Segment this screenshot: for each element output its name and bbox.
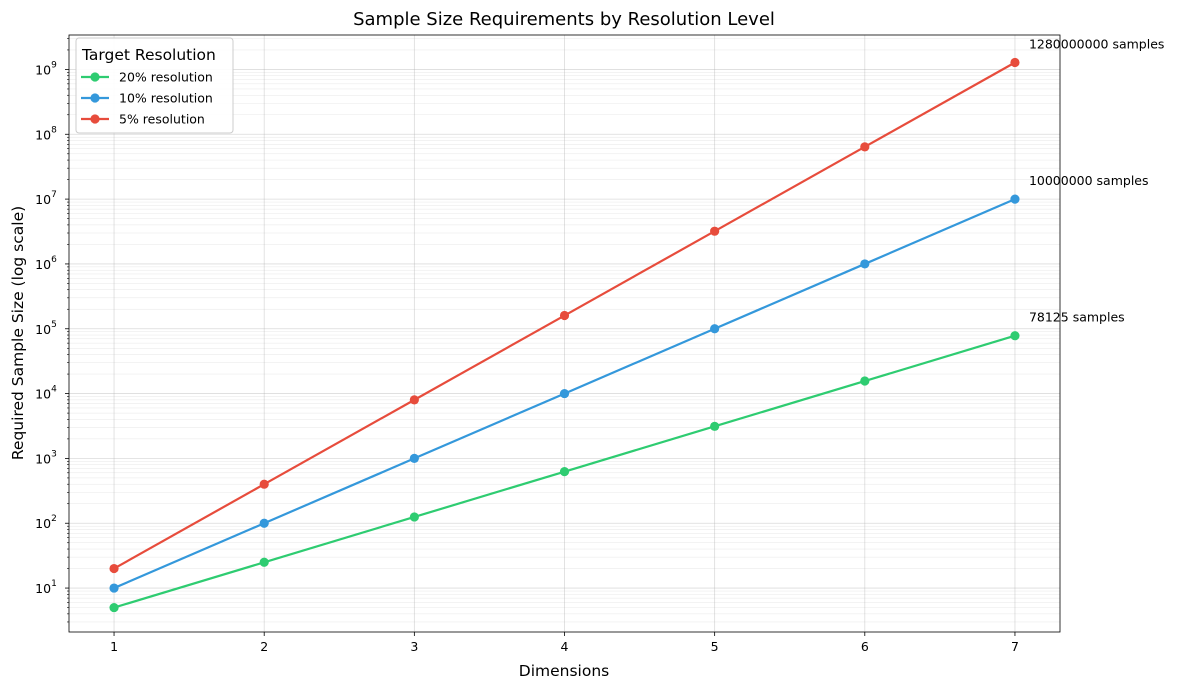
- legend: Target Resolution 20% resolution 10% reso…: [75, 37, 234, 134]
- data-point: [710, 421, 720, 431]
- data-point: [1010, 194, 1020, 204]
- grid: [69, 35, 1060, 632]
- data-point: [710, 324, 720, 334]
- data-point: [860, 259, 870, 269]
- data-point: [860, 376, 870, 386]
- y-axis-label: Required Sample Size (log scale): [9, 206, 27, 460]
- x-tick-label: 7: [1011, 639, 1019, 654]
- legend-item-label: 10% resolution: [119, 91, 213, 106]
- y-tick-label: 109: [35, 60, 57, 77]
- data-point: [559, 388, 570, 399]
- x-tick-label: 5: [711, 639, 719, 654]
- data-point: [259, 557, 269, 567]
- y-tick-label: 101: [35, 579, 57, 596]
- data-point: [559, 467, 570, 477]
- y-tick-label: 104: [35, 385, 57, 402]
- x-tick-label: 6: [861, 639, 869, 654]
- x-tick-label: 3: [410, 639, 418, 654]
- legend-swatch-marker: [90, 93, 100, 103]
- legend-swatch-marker: [90, 72, 100, 82]
- x-tick-label: 4: [561, 639, 569, 654]
- legend-swatch-marker: [90, 114, 100, 124]
- legend-box: [75, 37, 234, 134]
- legend-item-label: 5% resolution: [119, 112, 205, 127]
- y-tick-label: 102: [35, 514, 57, 531]
- y-tick-label: 107: [35, 190, 57, 207]
- chart-title: Sample Size Requirements by Resolution L…: [353, 9, 775, 30]
- x-tick-label: 2: [260, 639, 268, 654]
- data-point: [1010, 57, 1020, 68]
- legend-items: 20% resolution 10% resolution 5% resolutio…: [81, 70, 213, 127]
- data-label: 1280000000 samples: [1029, 37, 1164, 52]
- data-point: [1010, 331, 1020, 341]
- axis-ticks: 1 2 3 4 5 6 7 101 102 103 104 105 106 107 108 109: [35, 38, 1019, 654]
- y-tick-label: 103: [35, 449, 57, 466]
- data-label: 10000000 samples: [1029, 173, 1149, 188]
- data-point: [109, 563, 119, 574]
- data-label: 78125 samples: [1029, 310, 1125, 325]
- data-point: [409, 453, 419, 464]
- x-tick-label: 1: [110, 639, 118, 654]
- data-point: [710, 226, 720, 236]
- annotations: 78125 samples 10000000 samples 1280000000 …: [1029, 37, 1164, 325]
- data-point: [109, 602, 119, 613]
- data-point: [259, 518, 269, 528]
- data-point: [109, 583, 119, 593]
- data-point: [409, 395, 419, 405]
- data-point: [860, 142, 870, 152]
- data-point: [259, 479, 269, 489]
- legend-item-label: 20% resolution: [119, 70, 213, 85]
- data-point: [409, 512, 419, 522]
- y-tick-label: 106: [35, 255, 57, 272]
- y-tick-label: 105: [35, 320, 57, 337]
- legend-title: Target Resolution: [81, 46, 216, 64]
- y-tick-label: 108: [35, 125, 57, 142]
- series-group: [109, 57, 1020, 613]
- data-point: [559, 310, 570, 321]
- x-axis-label: Dimensions: [519, 662, 609, 680]
